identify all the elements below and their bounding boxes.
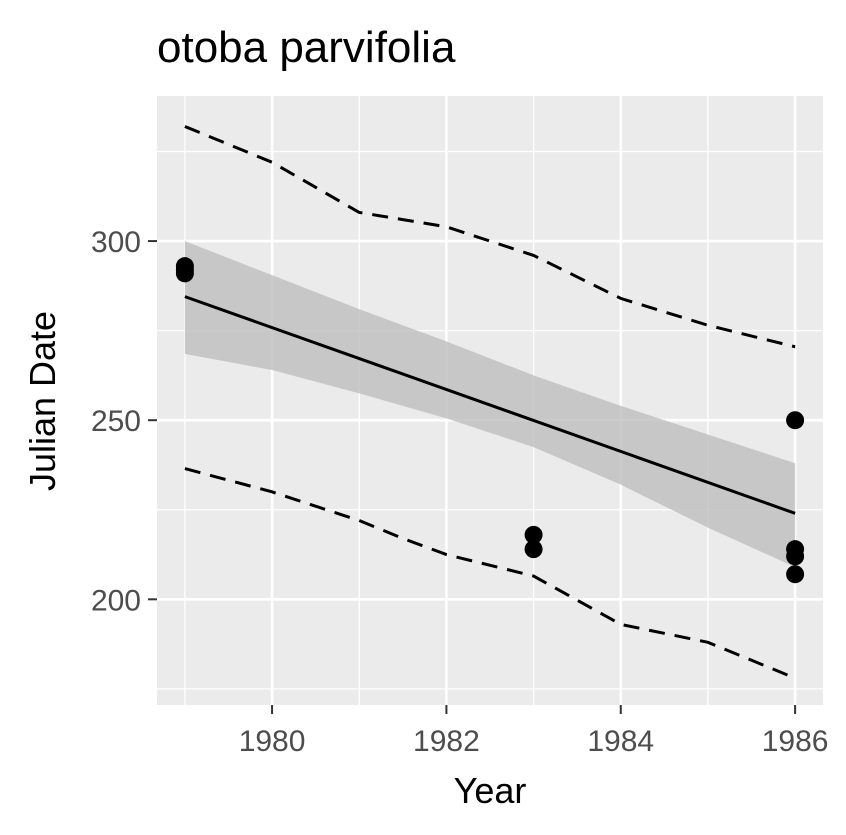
x-tick-label: 1984 <box>587 725 654 758</box>
y-tick-label: 250 <box>91 405 141 438</box>
prediction-band-upper-line <box>184 125 796 349</box>
data-point <box>786 547 805 566</box>
y-tick-label: 300 <box>91 226 141 259</box>
x-tick-label: 1982 <box>413 725 480 758</box>
x-tick-label: 1980 <box>239 725 306 758</box>
prediction-band-lower-line <box>184 467 796 680</box>
x-axis: 1980 1982 1984 1986 <box>239 705 829 758</box>
data-point <box>524 540 543 559</box>
x-axis-title: Year <box>454 770 527 811</box>
chart-title: otoba parvifolia <box>157 23 456 72</box>
data-point <box>175 264 194 283</box>
data-points <box>175 257 805 584</box>
data-point <box>786 411 805 430</box>
data-point <box>786 565 805 584</box>
y-tick-label: 200 <box>91 584 141 617</box>
y-axis-title: Julian Date <box>22 311 63 491</box>
x-tick-label: 1986 <box>762 725 829 758</box>
data-point <box>524 525 543 544</box>
regression-line <box>184 295 796 515</box>
y-axis: 200 250 300 <box>91 226 157 617</box>
